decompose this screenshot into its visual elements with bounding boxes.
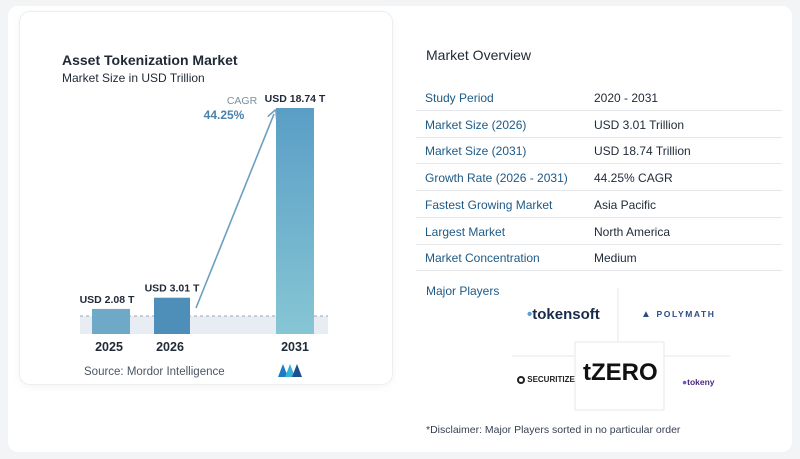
overview-row-key: Fastest Growing Market xyxy=(425,197,553,212)
overview-row-key: Growth Rate (2026 - 2031) xyxy=(425,171,568,186)
tzero-logo: tZERO xyxy=(583,359,658,386)
securitize-icon xyxy=(517,375,525,384)
overview-row-key: Market Size (2026) xyxy=(425,117,527,132)
x-tick-label: 2025 xyxy=(95,340,123,354)
source-text: Source: Mordor Intelligence xyxy=(84,366,225,378)
x-tick-label: 2026 xyxy=(156,340,184,354)
tokeny-icon: ● xyxy=(682,377,688,387)
tokeny-logo: ●tokeny xyxy=(682,377,715,387)
bar-value-label: USD 2.08 T xyxy=(80,294,135,306)
bar-2026 xyxy=(154,297,190,334)
overview-row: Growth Rate (2026 - 2031) 44.25% CAGR xyxy=(416,164,782,192)
overview-title: Market Overview xyxy=(426,47,532,63)
bar-value-label: USD 3.01 T xyxy=(145,283,200,295)
chart-title: Asset Tokenization Market xyxy=(62,52,238,68)
overview-row-key: Market Concentration xyxy=(425,251,540,266)
overview-row-value: 44.25% CAGR xyxy=(594,171,673,186)
major-players-title: Major Players xyxy=(426,284,500,298)
overview-row: Market Size (2031) USD 18.74 Trillion xyxy=(416,137,782,165)
cagr-arrow xyxy=(195,114,274,309)
polymath-logo: ▲ POLYMATH xyxy=(641,309,716,320)
overview-row: Market Size (2026) USD 3.01 Trillion xyxy=(416,111,782,138)
overview-row-value: North America xyxy=(594,224,671,239)
bar-2025 xyxy=(92,308,130,334)
overview-row-key: Largest Market xyxy=(425,224,506,239)
securitize-logo: SECURITIZE xyxy=(517,375,575,384)
overview-row-key: Market Size (2031) xyxy=(425,144,527,159)
overview-row-key: Study Period xyxy=(425,91,494,105)
overview-row-value: USD 3.01 Trillion xyxy=(594,117,685,132)
chart-subtitle: Market Size in USD Trillion xyxy=(62,71,205,85)
overview-row: Market Concentration Medium xyxy=(416,244,782,272)
overview-row-value: Medium xyxy=(594,251,637,266)
bar-2031 xyxy=(276,108,314,334)
mordor-logo-icon xyxy=(278,364,302,377)
overview-row: Largest Market North America xyxy=(416,218,782,245)
overview-row: Study Period 2020 - 2031 xyxy=(416,84,782,111)
tokensoft-logo: •tokensoft xyxy=(527,306,600,323)
baseline-band xyxy=(80,316,328,334)
overview-row: Fastest Growing Market Asia Pacific xyxy=(416,191,782,218)
overview-row-value: 2020 - 2031 xyxy=(594,91,659,105)
bar-chart: USD 2.08 T 2025 USD 3.01 T 2026 USD 18.74 T 2… xyxy=(80,93,328,354)
x-tick-label: 2031 xyxy=(281,340,309,354)
cagr-label: CAGR xyxy=(227,95,258,107)
overview-row-value: USD 18.74 Trillion xyxy=(594,144,691,159)
bar-value-label: USD 18.74 T xyxy=(265,93,326,105)
disclaimer: *Disclaimer: Major Players sorted in no … xyxy=(426,424,681,436)
cagr-value: 44.25% xyxy=(204,108,245,122)
polymath-bull-icon: ▲ xyxy=(641,309,653,320)
overview-row-value: Asia Pacific xyxy=(594,197,657,212)
